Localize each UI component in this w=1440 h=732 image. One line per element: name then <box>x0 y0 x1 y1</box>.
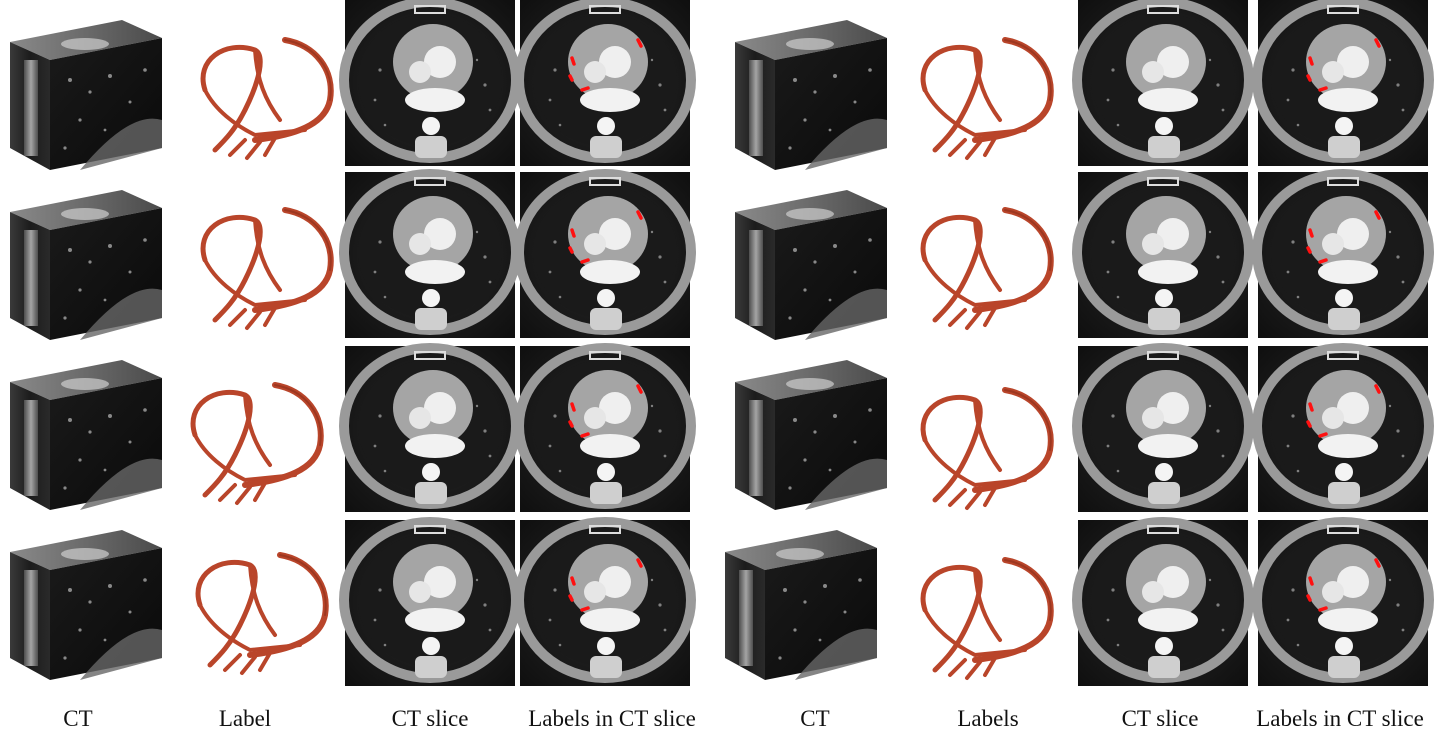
caption-ct-slice-right: CT slice <box>1121 706 1199 731</box>
right-row-4 <box>725 520 1429 686</box>
caption-labels-in-ct-slice-left: Labels in CT slice <box>528 706 696 731</box>
left-row-4 <box>10 520 691 686</box>
figure-panels <box>10 0 1440 700</box>
left-row-1 <box>10 0 691 170</box>
caption-labels-in-ct-slice-right: Labels in CT slice <box>1256 706 1424 731</box>
caption-label-left: Label <box>218 706 272 731</box>
left-row-2 <box>10 172 691 340</box>
caption-ct-right: CT <box>800 706 830 731</box>
right-row-1 <box>735 0 1429 170</box>
caption-labels-right: Labels <box>957 706 1019 731</box>
caption-ct-slice-left: CT slice <box>391 706 469 731</box>
caption-ct-left: CT <box>63 706 93 731</box>
left-row-3 <box>10 346 691 512</box>
right-row-3 <box>735 346 1429 512</box>
right-row-2 <box>735 172 1429 340</box>
